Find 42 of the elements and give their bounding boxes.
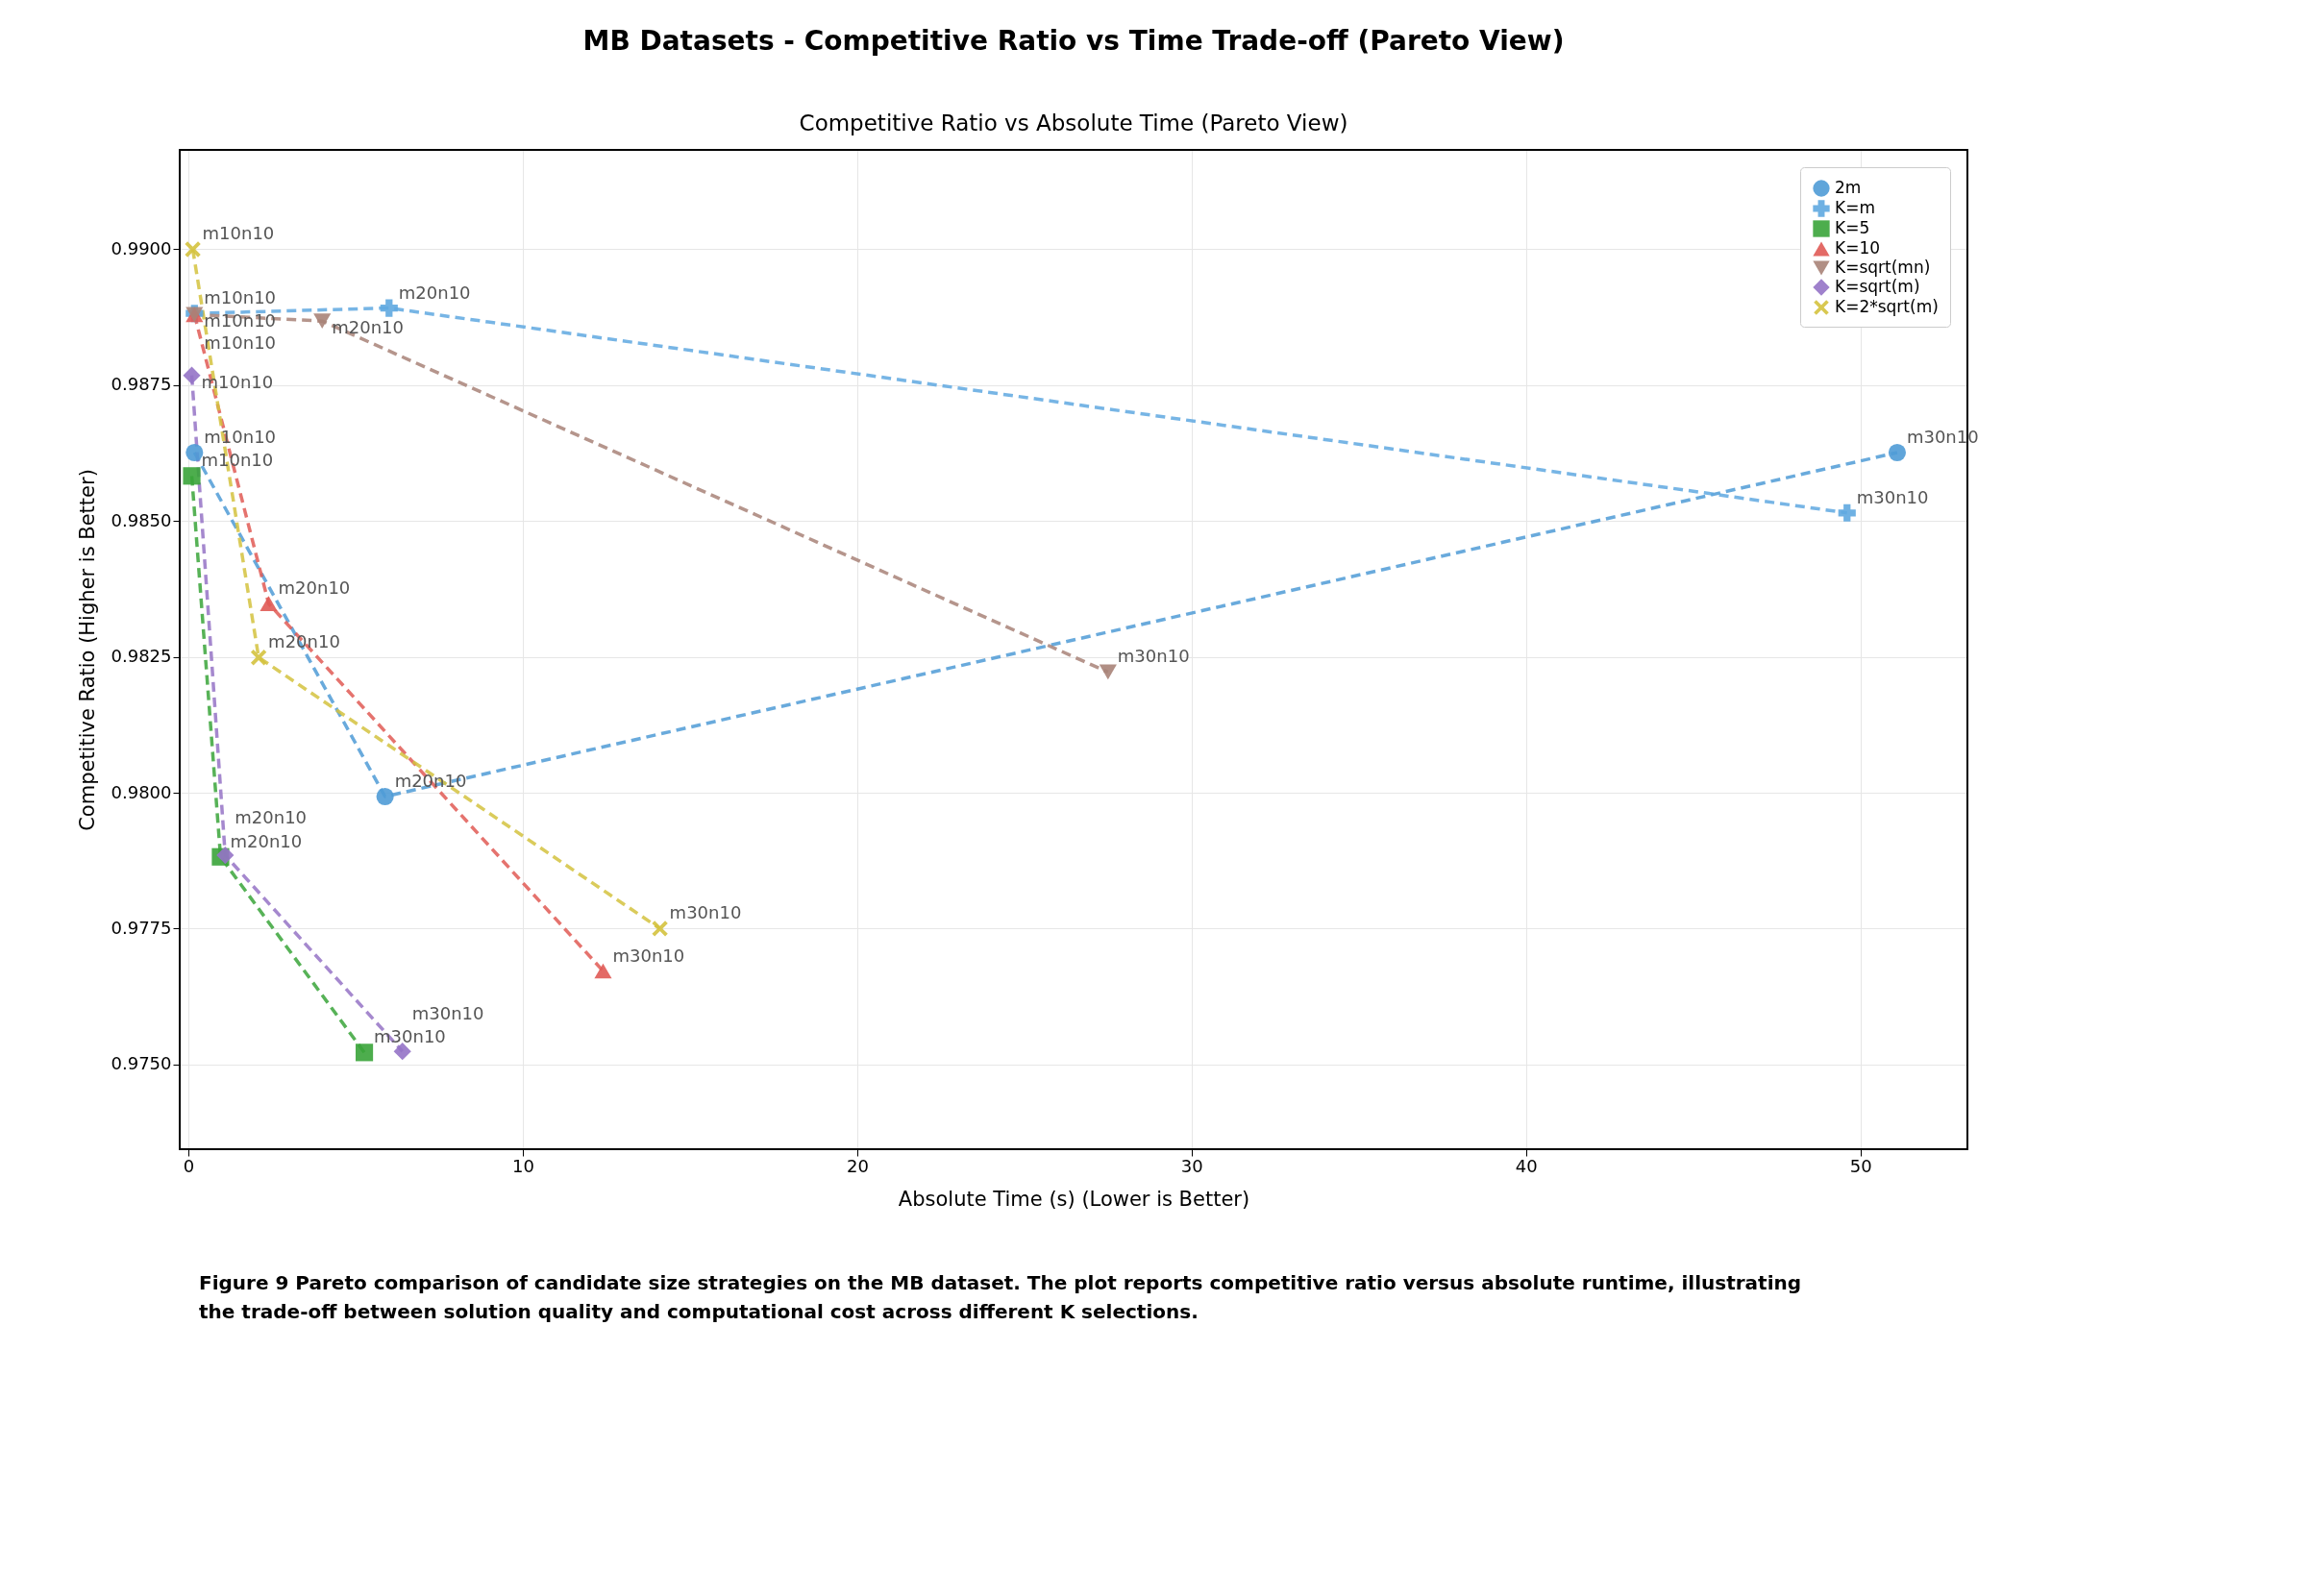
y-tick-label: 0.9800 [111,781,172,802]
legend-label: K=sqrt(mn) [1835,258,1931,277]
annotation: m30n10 [1117,646,1190,667]
legend-label: K=2*sqrt(m) [1835,297,1939,316]
y-tick-label: 0.9850 [111,509,172,530]
annotation: m30n10 [411,1003,484,1024]
legend-label: 2m [1835,178,1862,197]
x-axis-title: Absolute Time (s) (Lower is Better) [898,1187,1250,1211]
annotation: m20n10 [332,317,404,338]
y-tick-label: 0.9875 [111,374,172,395]
annotation: m10n10 [202,223,275,244]
annotation: m20n10 [230,830,303,851]
y-axis-title: Competitive Ratio (Higher is Better) [75,469,99,831]
annotation: m30n10 [374,1026,446,1047]
annotation: m10n10 [204,287,277,308]
chart-title: MB Datasets - Competitive Ratio vs Time Trade-off (Pareto View) [582,25,1565,57]
annotation: m10n10 [204,332,277,354]
x-tick-label: 20 [846,1155,869,1176]
y-tick-label: 0.9775 [111,917,172,938]
annotation: m10n10 [201,371,274,392]
annotation: m30n10 [1856,486,1929,507]
x-tick-label: 30 [1180,1155,1203,1176]
caption: Figure 9 Pareto comparison of candidate size strategies on the MB dataset. The plot reports competitive ratio versus absolute runtime, illustrating the trade-off between solution quality and computational cost across different K selections. [199,1271,1802,1323]
annotation: m20n10 [398,282,471,303]
annotation: m10n10 [201,450,274,471]
chart-subtitle: Competitive Ratio vs Absolute Time (Pareto View) [799,110,1348,135]
x-tick-label: 40 [1515,1155,1538,1176]
x-tick-label: 0 [183,1155,195,1176]
legend-label: K=m [1835,198,1875,217]
legend-label: K=5 [1835,218,1870,237]
y-tick-label: 0.9900 [111,237,172,258]
legend-label: K=sqrt(m) [1835,277,1920,296]
annotation: m30n10 [669,902,742,923]
annotation: m30n10 [612,945,685,966]
x-tick-label: 10 [512,1155,534,1176]
annotation: m20n10 [235,807,308,828]
legend-label: K=10 [1835,238,1881,258]
annotation: m20n10 [278,577,351,599]
x-tick-label: 50 [1849,1155,1872,1176]
y-tick-label: 0.9825 [111,646,172,667]
annotation: m10n10 [204,310,277,331]
y-tick-label: 0.9750 [111,1053,172,1074]
